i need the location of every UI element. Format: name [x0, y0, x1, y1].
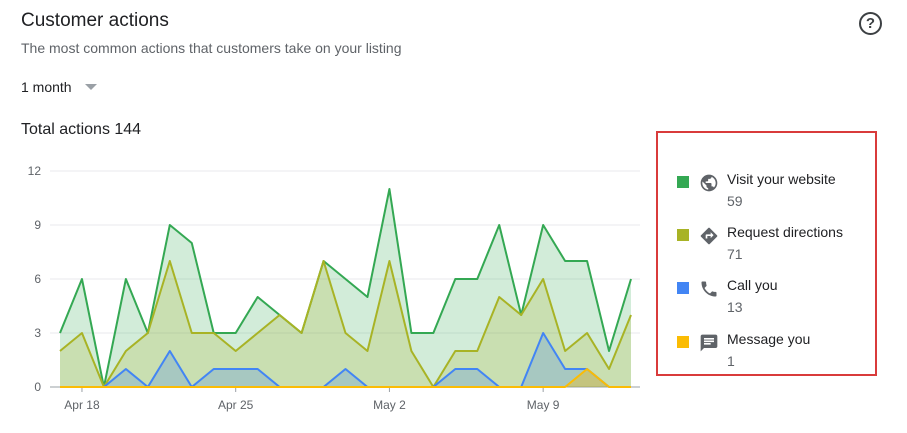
legend-item-website[interactable]: Visit your website 59	[658, 133, 875, 209]
legend-count-call: 13	[727, 299, 743, 315]
legend-swatch-message	[677, 336, 689, 348]
help-icon[interactable]: ?	[859, 12, 882, 35]
legend-count-directions: 71	[727, 246, 743, 262]
series-area-message-you	[60, 369, 631, 387]
legend-item-call[interactable]: Call you 13	[658, 239, 875, 315]
x-tick-label: May 2	[373, 398, 406, 412]
y-tick-label: 0	[34, 380, 41, 394]
series-area-visit-your-website	[60, 189, 631, 387]
legend-label-call: Call you	[727, 277, 778, 293]
total-actions: Total actions 144	[21, 121, 142, 138]
legend-item-directions[interactable]: Request directions 71	[658, 186, 875, 262]
series-line-request-directions	[59, 260, 632, 388]
page-title: Customer actions	[21, 10, 169, 31]
actions-chart: 0 3 6 9 12 Apr 18 Apr 25 May 2 May 9	[28, 164, 640, 412]
y-tick-label: 3	[34, 326, 41, 340]
legend-swatch-directions	[677, 229, 689, 241]
legend-label-message: Message you	[727, 331, 811, 347]
y-tick-label: 12	[28, 164, 42, 178]
x-tick-label: May 9	[527, 398, 560, 412]
directions-icon	[700, 227, 718, 245]
series-line-message-you	[60, 368, 631, 388]
legend-count-website: 59	[727, 193, 743, 209]
phone-icon	[701, 281, 717, 297]
date-range-dropdown[interactable]: 1 month	[21, 79, 97, 95]
page-subtitle: The most common actions that customers t…	[21, 40, 402, 56]
series-area-request-directions	[60, 261, 631, 387]
legend-count-message: 1	[727, 353, 735, 369]
legend-label-website: Visit your website	[727, 171, 836, 187]
legend-swatch-call	[677, 282, 689, 294]
x-tick-label: Apr 18	[64, 398, 100, 412]
legend-label-directions: Request directions	[727, 224, 843, 240]
y-tick-label: 9	[34, 218, 41, 232]
message-icon	[700, 334, 718, 352]
y-tick-label: 6	[34, 272, 41, 286]
series-line-call-you	[60, 332, 631, 388]
series-line-visit-your-website	[59, 188, 632, 388]
x-tick-label: Apr 25	[218, 398, 254, 412]
date-range-value: 1 month	[21, 79, 72, 95]
legend-item-message[interactable]: Message you 1	[658, 293, 875, 369]
chevron-down-icon	[84, 84, 97, 90]
legend: Visit your website 59 Request directions…	[656, 131, 877, 376]
globe-icon	[700, 174, 718, 192]
legend-swatch-website	[677, 176, 689, 188]
